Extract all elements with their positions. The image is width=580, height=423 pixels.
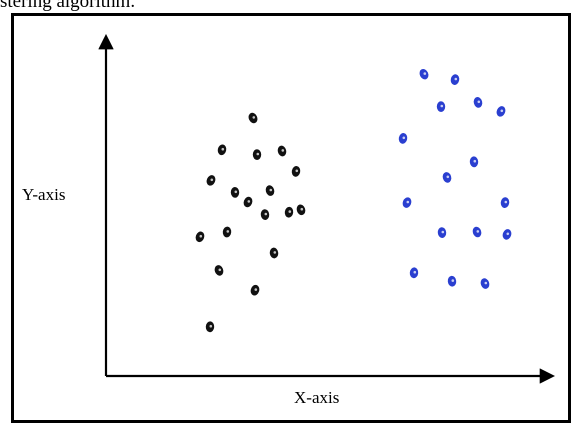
cluster-1-point bbox=[214, 265, 224, 276]
caption-fragment: stering algorithm. bbox=[0, 0, 136, 12]
cluster-2-point bbox=[450, 74, 460, 85]
cluster-2-point bbox=[500, 197, 510, 208]
cluster-2-point bbox=[496, 106, 506, 117]
cluster-2-point bbox=[480, 278, 490, 289]
cluster-1-point bbox=[277, 145, 287, 157]
cluster-2-point bbox=[436, 101, 446, 112]
cluster-1-point bbox=[243, 196, 253, 208]
cluster-1-point bbox=[296, 204, 306, 216]
cluster-2-point bbox=[502, 229, 512, 240]
cluster-2-point bbox=[469, 156, 479, 168]
cluster-1-point bbox=[269, 247, 279, 259]
cluster-1-point bbox=[250, 284, 260, 296]
cluster-1-point bbox=[195, 231, 205, 243]
cluster-1-point bbox=[260, 209, 270, 220]
cluster-2-point bbox=[402, 197, 412, 208]
cluster-2-point bbox=[437, 227, 447, 238]
data-points bbox=[195, 68, 512, 333]
cluster-2-point bbox=[472, 226, 482, 238]
cluster-1-point bbox=[230, 187, 240, 198]
cluster-1-point bbox=[206, 175, 216, 186]
cluster-1-point bbox=[284, 206, 294, 218]
cluster-1-point bbox=[222, 226, 232, 238]
cluster-2-point bbox=[473, 97, 483, 108]
cluster-1-point bbox=[205, 321, 215, 333]
cluster-1-point bbox=[291, 166, 301, 177]
cluster-2-point bbox=[447, 275, 457, 287]
cluster-1-point bbox=[252, 149, 262, 160]
x-axis-label: X-axis bbox=[294, 388, 339, 407]
cluster-2-point bbox=[398, 133, 408, 144]
cluster-1-point bbox=[265, 185, 275, 196]
cluster-2-point bbox=[409, 267, 419, 279]
cluster-2-point bbox=[442, 172, 452, 183]
cluster-2-point bbox=[419, 68, 429, 80]
cluster-1-point bbox=[217, 144, 227, 156]
y-axis-label: Y-axis bbox=[22, 185, 65, 204]
scatter-chart: Y-axis X-axis bbox=[22, 33, 556, 407]
cluster-1-point bbox=[248, 112, 258, 124]
